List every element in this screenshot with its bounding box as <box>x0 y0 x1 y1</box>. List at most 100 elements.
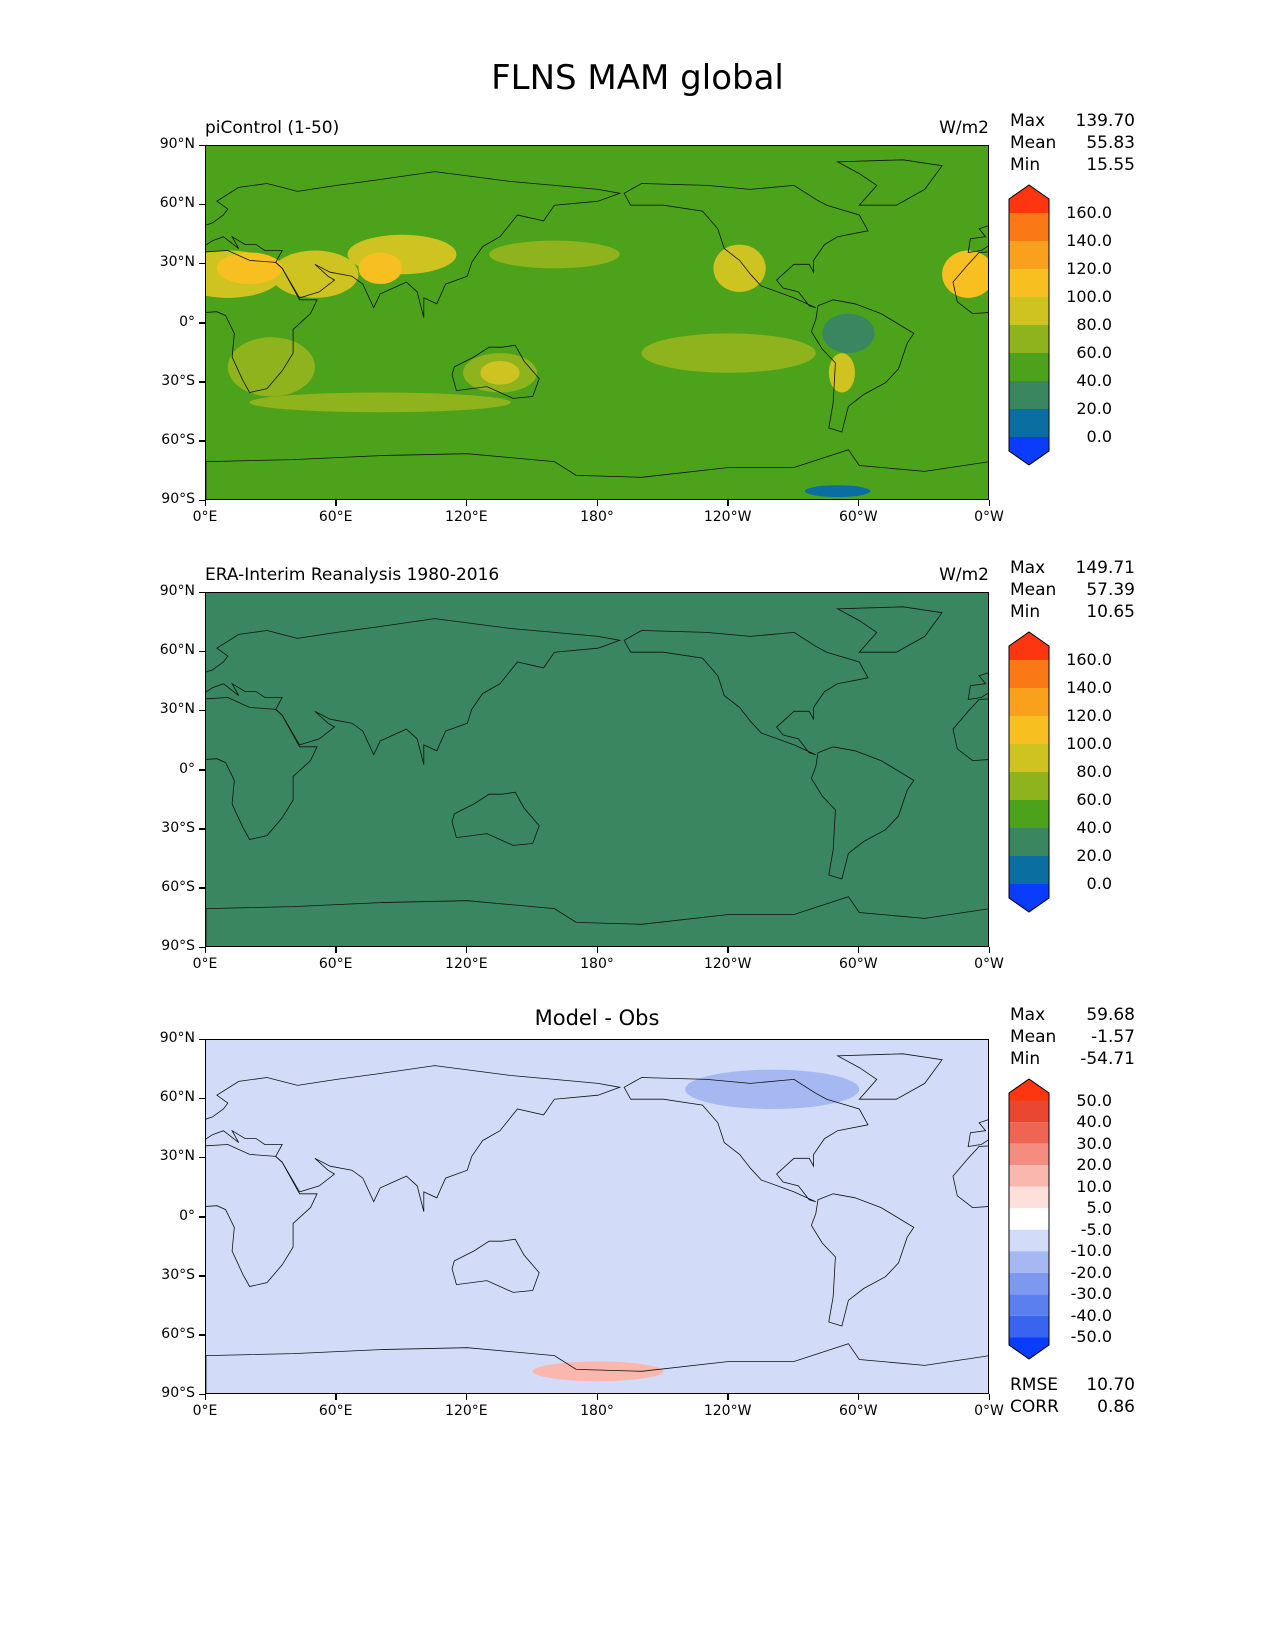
colorbar-segment <box>1009 1165 1049 1187</box>
field-region <box>216 252 283 285</box>
colorbar-segment <box>1009 409 1049 437</box>
stat-value: 57.39 <box>1086 580 1135 600</box>
ytick-label: 60°N <box>159 195 195 212</box>
field-region <box>227 337 315 397</box>
map-field-model <box>206 146 988 499</box>
ytick-label: 30°N <box>159 1148 195 1165</box>
coastline-namerica <box>623 183 869 309</box>
units-label-obs: W/m2 <box>939 565 989 585</box>
stat-label: Mean <box>1010 1027 1057 1047</box>
xtick-label: 60°E <box>318 956 353 972</box>
ytick-label: 90°N <box>159 583 195 599</box>
colorbar-label: 100.0 <box>1066 287 1112 306</box>
ytick-label: 60°S <box>161 878 195 895</box>
ytick-mark <box>199 591 205 593</box>
ytick-mark <box>199 650 205 653</box>
field-background <box>206 1040 988 1393</box>
ytick-label: 90°S <box>161 938 195 954</box>
colorbar-segment <box>1009 1079 1049 1101</box>
xtick-mark <box>335 947 337 953</box>
field-region <box>532 1361 664 1382</box>
colorbar-label: 0.0 <box>1086 874 1112 893</box>
xtick-mark <box>596 500 598 506</box>
ytick-mark <box>199 828 205 830</box>
xtick-mark <box>727 500 729 506</box>
stat-mean: Mean 55.83 <box>1010 132 1135 154</box>
stat-value: 55.83 <box>1086 133 1135 153</box>
colorbar-label: 10.0 <box>1076 1176 1112 1196</box>
coastline-antarctica <box>206 896 988 946</box>
colorbar-segment <box>1009 716 1049 744</box>
xtick-label: 180° <box>580 1403 614 1419</box>
ytick-mark <box>199 769 205 771</box>
xtick-mark <box>857 1394 860 1400</box>
ytick-mark <box>199 381 205 383</box>
xtick-label: 120°E <box>445 509 488 525</box>
colorbar-label: 20.0 <box>1076 846 1112 865</box>
colorbar-label: 80.0 <box>1076 762 1112 781</box>
coastline-australia <box>451 791 540 846</box>
ytick-label: 60°S <box>161 431 195 448</box>
colorbar-segment <box>1009 213 1049 241</box>
field-region <box>358 252 402 285</box>
stat-value: 0.86 <box>1097 1397 1135 1417</box>
xtick-mark <box>204 500 206 506</box>
xtick-label: 60°W <box>838 509 878 525</box>
colorbar-segment <box>1009 1229 1049 1252</box>
stat-max: Max 139.70 <box>1010 110 1135 132</box>
map-model <box>205 145 989 500</box>
coastline-africa <box>206 697 318 840</box>
xtick-label: 120°E <box>445 956 488 972</box>
xtick-mark <box>465 500 468 506</box>
ytick-label: 0° <box>179 1207 195 1224</box>
colorbar-segment <box>1009 241 1049 269</box>
colorbar-segment <box>1009 1272 1049 1295</box>
ytick-mark <box>199 262 205 265</box>
xtick-label: 0°E <box>192 509 218 525</box>
colorbar-segment <box>1009 1186 1049 1209</box>
xtick-label: 0°W <box>974 956 1004 972</box>
ytick-label: 30°S <box>161 372 195 389</box>
ytick-label: 30°N <box>159 254 195 271</box>
ytick-label: 30°S <box>161 819 195 836</box>
colorbar-segment <box>1009 269 1049 297</box>
coastline-eurasia <box>206 171 622 318</box>
xtick-mark <box>596 1394 598 1400</box>
stat-label: Mean <box>1010 133 1057 153</box>
stat-label: Max <box>1010 558 1046 578</box>
xtick-mark <box>204 947 206 953</box>
field-region <box>480 360 520 385</box>
stat-label: CORR <box>1010 1397 1059 1417</box>
colorbar-label: 60.0 <box>1076 790 1112 809</box>
stat-value: -1.57 <box>1091 1027 1135 1047</box>
units-label-model: W/m2 <box>939 118 989 138</box>
field-region <box>271 250 359 298</box>
coastline-samerica <box>810 746 915 880</box>
xtick-label: 120°E <box>445 1403 488 1419</box>
colorbar-segment <box>1009 1122 1049 1144</box>
colorbar-label: 160.0 <box>1066 203 1112 222</box>
field-region <box>249 392 511 413</box>
xtick-label: 60°W <box>838 956 878 972</box>
ytick-mark <box>199 709 205 712</box>
stat-label: Min <box>1010 602 1041 622</box>
coastline-greenland <box>836 159 943 206</box>
xtick-label: 120°W <box>703 956 752 972</box>
xtick-mark <box>727 1394 729 1400</box>
ytick-label: 30°N <box>159 701 195 718</box>
colorbar-label: 40.0 <box>1076 371 1112 390</box>
stats-model: Max 139.70 Mean 55.83 Min 15.55 <box>1010 110 1135 176</box>
colorbar-label: -50.0 <box>1070 1327 1112 1347</box>
coastline-africa <box>206 250 318 393</box>
colorbar-segment <box>1009 772 1049 800</box>
colorbar-segment <box>1009 1100 1049 1123</box>
stats-diff: Max 59.68 Mean -1.57 Min -54.71 <box>1010 1004 1135 1070</box>
xtick-mark <box>465 1394 468 1400</box>
colorbar-label: -40.0 <box>1070 1305 1112 1325</box>
ytick-mark <box>199 946 205 948</box>
stat-corr: CORR 0.86 <box>1010 1396 1135 1418</box>
colorbar-segment <box>1009 1337 1049 1359</box>
xtick-label: 180° <box>580 956 614 972</box>
coastline-antarctica <box>206 449 988 499</box>
colorbar-segment <box>1009 1208 1049 1230</box>
